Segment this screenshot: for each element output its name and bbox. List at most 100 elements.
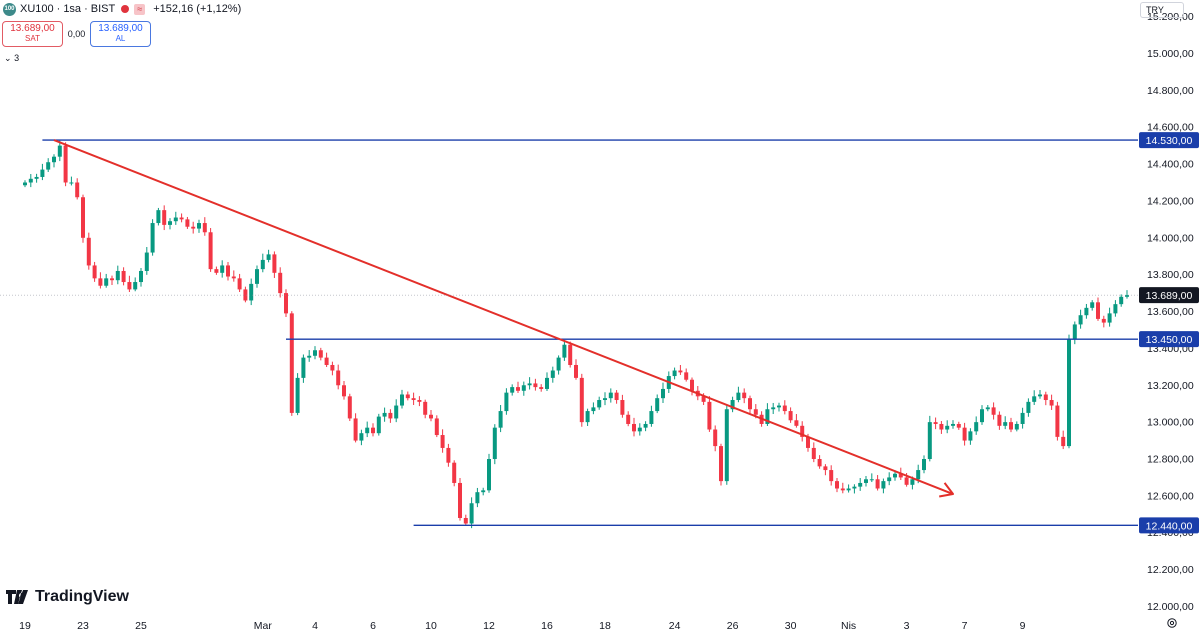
x-tick-label: Nis xyxy=(841,620,856,632)
candle-body xyxy=(1078,315,1083,325)
candle-body xyxy=(951,423,955,426)
candle-body xyxy=(1061,436,1066,447)
candle-body xyxy=(968,431,973,441)
candle-body xyxy=(1101,318,1106,323)
candle-body xyxy=(736,392,741,401)
candle-body xyxy=(858,482,863,487)
candle-body xyxy=(608,392,613,399)
candle-body xyxy=(214,269,219,273)
price-axis[interactable]: 12.000,0012.200,0012.400,0012.600,0012.8… xyxy=(1138,0,1200,633)
level-price-label: 14.530,00 xyxy=(1146,135,1193,147)
time-axis[interactable]: 19 23 25 Mar 4 6 10 12 16 18 24 26 30 Nis 3 7 9 xyxy=(0,612,1200,633)
candle-body xyxy=(864,479,868,483)
candle-body xyxy=(904,477,909,485)
price-axis-labels: 14.530,00 13.450,00 12.440,00 13.689,00 xyxy=(1139,132,1199,534)
indicator-count: 3 xyxy=(14,53,20,63)
symbol-name[interactable]: XU100 xyxy=(20,3,54,15)
candlestick-series xyxy=(23,140,1129,529)
candle-body xyxy=(579,377,584,423)
candle-body xyxy=(794,420,799,426)
candle-body xyxy=(63,145,68,183)
candle-body xyxy=(614,392,619,401)
currency-label: TRY xyxy=(1146,5,1164,15)
market-status-icon[interactable] xyxy=(121,5,130,13)
candle-body xyxy=(127,282,132,290)
candle-body xyxy=(661,388,665,399)
candle-body xyxy=(719,446,723,482)
candle-body xyxy=(46,162,51,170)
y-tick-label: 14.600,00 xyxy=(1147,122,1194,134)
candle-body xyxy=(318,350,323,358)
y-tick-label: 13.000,00 xyxy=(1147,417,1194,429)
spread-value: 0,00 xyxy=(67,29,86,39)
candle-body xyxy=(359,433,364,441)
candle-body xyxy=(1119,296,1124,305)
candle-body xyxy=(417,400,422,402)
candle-body xyxy=(521,385,526,391)
candle-body xyxy=(800,425,805,437)
candle-body xyxy=(997,414,1002,426)
candle-body xyxy=(591,407,596,412)
candle-body xyxy=(487,459,491,491)
candle-body xyxy=(52,156,56,163)
x-tick-label: 30 xyxy=(785,620,797,632)
x-tick-label: 7 xyxy=(962,620,968,632)
candle-body xyxy=(1113,304,1118,314)
settings-icon[interactable] xyxy=(1166,617,1178,629)
currency-selector[interactable]: TRY xyxy=(1140,2,1184,18)
candle-body xyxy=(1043,394,1048,401)
symbol-header: 100 XU100 · 1sa · BIST ≈ +152,16 (+1,12%… xyxy=(0,0,241,18)
x-tick-label: 10 xyxy=(425,620,437,632)
x-tick-label: 4 xyxy=(312,620,318,632)
candle-body xyxy=(922,459,926,471)
tradingview-logo[interactable]: TradingView xyxy=(6,588,129,606)
candle-body xyxy=(765,409,770,424)
buy-button[interactable]: 13.689,00 AL xyxy=(90,21,151,47)
candle-body xyxy=(133,282,138,290)
wave-icon[interactable]: ≈ xyxy=(134,3,146,15)
candle-body xyxy=(139,270,143,283)
indicators-toggle[interactable]: ⌄ 3 xyxy=(4,53,19,64)
level-price-label: 12.440,00 xyxy=(1146,520,1193,532)
candle-body xyxy=(86,237,91,266)
x-tick-label: 23 xyxy=(77,620,89,632)
y-tick-label: 14.000,00 xyxy=(1147,232,1194,244)
candle-body xyxy=(376,416,381,434)
y-tick-label: 12.800,00 xyxy=(1147,454,1194,466)
candle-body xyxy=(382,412,387,417)
x-tick-label: 24 xyxy=(669,620,681,632)
candle-body xyxy=(684,372,689,380)
candle-body xyxy=(272,254,277,273)
y-tick-label: 12.600,00 xyxy=(1147,490,1194,502)
candle-body xyxy=(162,210,167,225)
candle-body xyxy=(69,182,74,184)
candle-body xyxy=(910,479,915,485)
candle-body xyxy=(260,259,265,270)
candle-body xyxy=(626,414,631,424)
candle-body xyxy=(365,427,370,434)
candle-body xyxy=(539,387,544,389)
candle-body xyxy=(371,427,375,434)
candle-body xyxy=(1067,339,1071,447)
candle-body xyxy=(400,394,404,406)
candle-body xyxy=(927,422,932,459)
sell-button[interactable]: 13.689,00 SAT xyxy=(2,21,63,47)
time-axis-background xyxy=(0,612,1200,633)
interval-label[interactable]: 1sa xyxy=(63,3,82,15)
candle-body xyxy=(1032,396,1037,402)
candle-body xyxy=(510,387,515,393)
candle-body xyxy=(75,182,80,198)
candle-body xyxy=(34,176,39,179)
candle-body xyxy=(556,357,561,371)
candle-body xyxy=(1020,412,1025,424)
candle-body xyxy=(492,427,497,459)
candle-body xyxy=(185,219,190,227)
candle-body xyxy=(353,418,358,441)
candle-body xyxy=(313,350,317,356)
candle-body xyxy=(939,423,944,430)
y-tick-label: 15.000,00 xyxy=(1147,48,1194,60)
candle-body xyxy=(336,370,341,386)
candle-body xyxy=(562,344,567,358)
candle-body xyxy=(173,217,178,222)
